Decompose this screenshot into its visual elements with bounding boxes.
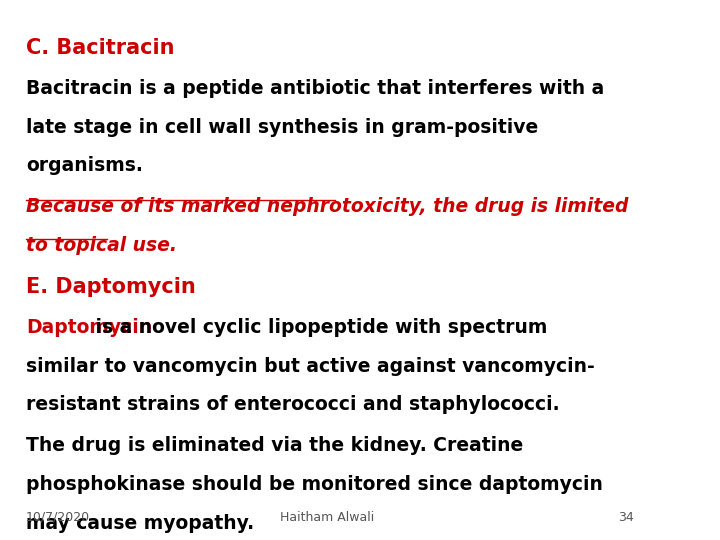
Text: E. Daptomycin: E. Daptomycin (26, 277, 196, 297)
Text: organisms.: organisms. (26, 157, 143, 176)
Text: late stage in cell wall synthesis in gram-positive: late stage in cell wall synthesis in gra… (26, 118, 539, 137)
Text: Bacitracin is a peptide antibiotic that interferes with a: Bacitracin is a peptide antibiotic that … (26, 79, 604, 98)
Text: 10/7/2020: 10/7/2020 (26, 511, 90, 524)
Text: to topical use.: to topical use. (26, 236, 177, 255)
Text: is a novel cyclic lipopeptide with spectrum: is a novel cyclic lipopeptide with spect… (89, 318, 547, 337)
Text: Haitham Alwali: Haitham Alwali (279, 511, 374, 524)
Text: Daptomycin: Daptomycin (26, 318, 152, 337)
Text: 34: 34 (618, 511, 634, 524)
Text: C. Bacitracin: C. Bacitracin (26, 38, 175, 58)
Text: The drug is eliminated via the kidney. Creatine: The drug is eliminated via the kidney. C… (26, 436, 523, 455)
Text: similar to vancomycin but active against vancomycin-: similar to vancomycin but active against… (26, 356, 595, 376)
Text: Because of its marked nephrotoxicity, the drug is limited: Because of its marked nephrotoxicity, th… (26, 197, 629, 216)
Text: resistant strains of enterococci and staphylococci.: resistant strains of enterococci and sta… (26, 395, 559, 415)
Text: may cause myopathy.: may cause myopathy. (26, 514, 254, 533)
Text: phosphokinase should be monitored since daptomycin: phosphokinase should be monitored since … (26, 475, 603, 494)
